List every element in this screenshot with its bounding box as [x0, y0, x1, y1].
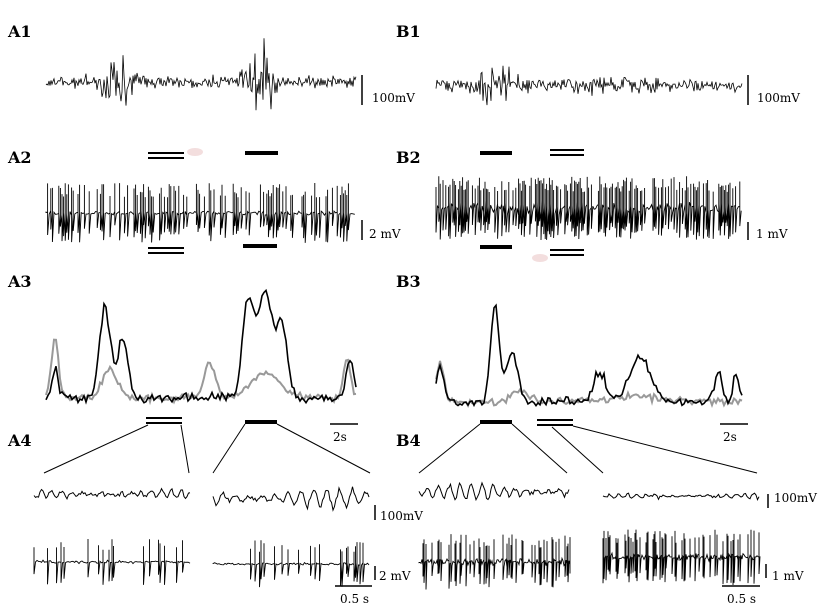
scale-label-a4-units: 2 mV [379, 569, 411, 583]
panel-label-a2: A2 [7, 148, 32, 167]
double-bar-marker [148, 152, 184, 159]
scale-label-a4-lfp: 100mV [380, 509, 423, 523]
scale-label-a2: 2 mV [369, 227, 401, 241]
zoom-connector [180, 424, 190, 474]
scale-bar-a4-time: 0.5 s [335, 585, 372, 606]
scale-bar-b4-lfp: 100mV [767, 491, 817, 508]
panel-label-b1: B1 [396, 22, 421, 41]
artifact-mark [187, 148, 203, 156]
scale-bar-a4-lfp: 100mV [374, 505, 423, 523]
panel-label-b2: B2 [396, 148, 421, 167]
zoom-connector [511, 423, 568, 474]
panel-label-a3: A3 [7, 272, 32, 291]
zoom-connector [551, 426, 604, 474]
scale-label-a4-time: 0.5 s [340, 592, 369, 606]
envelope-gray-a3 [45, 338, 357, 406]
lfp-trace-b1 [435, 65, 743, 106]
expanded-units-b4-right [602, 529, 761, 586]
scale-bar-a2: 2 mV [361, 220, 401, 241]
expanded-units-a4-right [212, 540, 370, 588]
panel-label-a1: A1 [7, 22, 32, 41]
expanded-lfp-a4-left [33, 487, 191, 501]
scale-bar-a1: 100mV [361, 75, 415, 105]
expanded-units-b4-left [418, 534, 571, 590]
panel-label-a4: A4 [7, 431, 32, 450]
double-bar-marker [148, 247, 184, 254]
artifact-mark [532, 254, 548, 262]
scale-bar-b4-time: 0.5 s [722, 585, 760, 606]
scale-bar-a3: 2s [330, 423, 358, 444]
scale-label-b4-units: 1 mV [772, 569, 804, 583]
scale-label-b3: 2s [723, 430, 737, 444]
unit-trace-b2 [435, 176, 742, 241]
double-bar-marker [537, 419, 573, 426]
segment-markers-b [418, 149, 758, 474]
scale-bar-b3: 2s [720, 423, 748, 444]
scale-bar-b4-units: 1 mV [765, 564, 804, 583]
scale-bar-a4-units: 2 mV [374, 566, 411, 583]
scale-label-b4-time: 0.5 s [727, 592, 756, 606]
zoom-connector [212, 423, 246, 474]
scale-label-b4-lfp: 100mV [774, 491, 817, 505]
zoom-connector [418, 423, 481, 474]
scale-bar-b1: 100mV [747, 75, 800, 105]
scale-label-b1: 100mV [757, 91, 800, 105]
lfp-trace-a1 [45, 38, 357, 111]
panel-label-b4: B4 [396, 431, 421, 450]
double-bar-marker [550, 149, 584, 156]
envelope-black-b3 [435, 303, 743, 408]
expanded-lfp-b4-right [602, 492, 760, 502]
scale-label-b2: 1 mV [756, 227, 788, 241]
double-bar-marker [146, 417, 182, 424]
scale-label-a3: 2s [333, 430, 347, 444]
panel-label-b3: B3 [396, 272, 421, 291]
zoom-connector [572, 425, 758, 474]
scale-label-a1: 100mV [372, 91, 415, 105]
envelope-gray-b3 [435, 360, 743, 408]
expanded-units-a4-left [33, 539, 191, 585]
zoom-connector [43, 424, 149, 474]
expanded-lfp-a4-right [212, 486, 370, 512]
double-bar-marker [550, 249, 584, 256]
scale-bar-b2: 1 mV [747, 222, 788, 241]
segment-markers-a [43, 151, 371, 474]
unit-trace-a2 [45, 183, 355, 243]
zoom-connector [276, 423, 371, 474]
expanded-lfp-b4-left [418, 481, 570, 502]
envelope-black-a3 [45, 288, 357, 405]
